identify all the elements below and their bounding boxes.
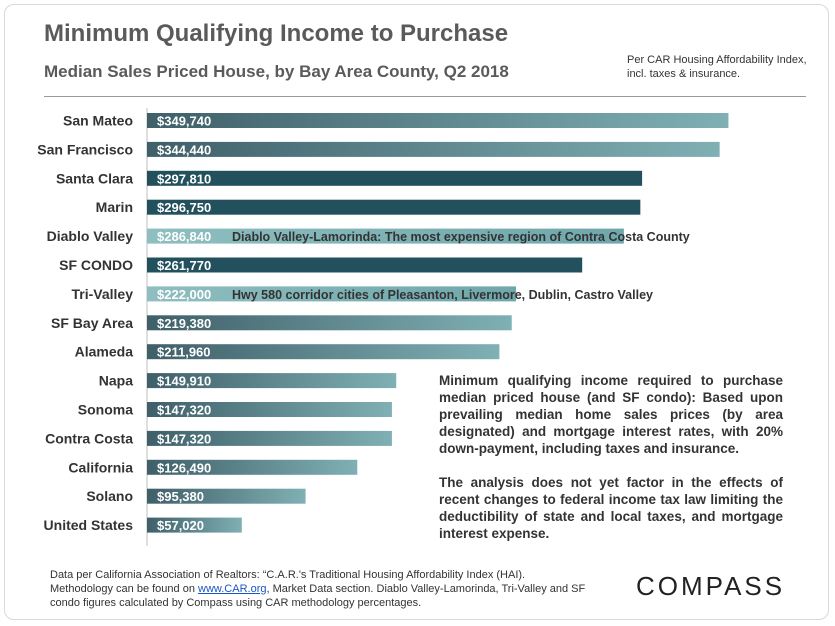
bar [147, 459, 358, 475]
bar [147, 402, 392, 417]
category-label: Alameda [75, 344, 134, 360]
chart-title: Minimum Qualifying Income to Purchase [44, 20, 509, 47]
bar [147, 170, 643, 186]
bar [147, 373, 397, 389]
value-label: $261,770 [157, 258, 211, 273]
value-label: $296,750 [157, 200, 211, 215]
bar [147, 315, 512, 331]
bar [147, 430, 392, 446]
bar [147, 344, 500, 360]
category-label: Contra Costa [45, 430, 133, 446]
value-label: $147,320 [157, 431, 211, 446]
category-label: United States [44, 517, 134, 533]
car-link[interactable]: www.CAR.org [198, 583, 267, 595]
explanation-paragraph-2: The analysis does not yet factor in the … [439, 475, 783, 541]
category-label: Napa [99, 373, 133, 389]
category-label: Sonoma [78, 402, 133, 418]
category-label: Diablo Valley [47, 228, 134, 244]
footer-note: Data per California Association of Realt… [50, 568, 590, 610]
bar [147, 141, 720, 157]
header-divider [44, 96, 806, 97]
value-label: $211,960 [157, 345, 211, 360]
category-label: SF CONDO [59, 257, 133, 273]
category-label: Santa Clara [56, 170, 133, 186]
value-label: $297,810 [157, 171, 211, 186]
value-label: $219,380 [157, 316, 211, 331]
category-label: Tri-Valley [72, 286, 134, 302]
bar [147, 488, 306, 504]
footer-text-2: , Market Data section. Diablo Valley-Lam… [50, 583, 586, 609]
explanation-paragraph-1: Minimum qualifying income required to pu… [439, 373, 783, 456]
explanation-text: Minimum qualifying income required to pu… [439, 372, 783, 559]
value-label: $126,490 [157, 460, 211, 475]
slide-frame [4, 4, 829, 620]
bar [147, 517, 242, 533]
bar [147, 286, 517, 302]
source-note: Per CAR Housing Affordability Index, inc… [627, 54, 807, 80]
value-label: $344,440 [157, 142, 211, 157]
bar [147, 257, 583, 273]
value-label: $286,840 [157, 229, 211, 244]
value-label: $95,380 [157, 489, 204, 504]
bar [147, 228, 624, 244]
value-label: $222,000 [157, 287, 211, 302]
category-label: California [68, 459, 133, 475]
footer-text-1: Data per California Association of Realt… [50, 569, 526, 595]
bar-annotation: Diablo Valley-Lamorinda: The most expens… [232, 230, 690, 244]
bar [147, 113, 729, 128]
category-label: SF Bay Area [51, 315, 133, 331]
bar-annotation: Hwy 580 corridor cities of Pleasanton, L… [232, 288, 653, 302]
category-label: Solano [86, 488, 133, 504]
category-label: San Francisco [37, 141, 133, 157]
value-label: $349,740 [157, 114, 211, 129]
category-label: Marin [96, 199, 133, 215]
chart-subtitle: Median Sales Priced House, by Bay Area C… [44, 62, 509, 81]
value-label: $149,910 [157, 374, 211, 389]
category-label: San Mateo [63, 113, 133, 129]
value-label: $57,020 [157, 518, 204, 533]
compass-logo: COMPASS [636, 571, 786, 601]
bar [147, 199, 641, 215]
value-label: $147,320 [157, 403, 211, 418]
